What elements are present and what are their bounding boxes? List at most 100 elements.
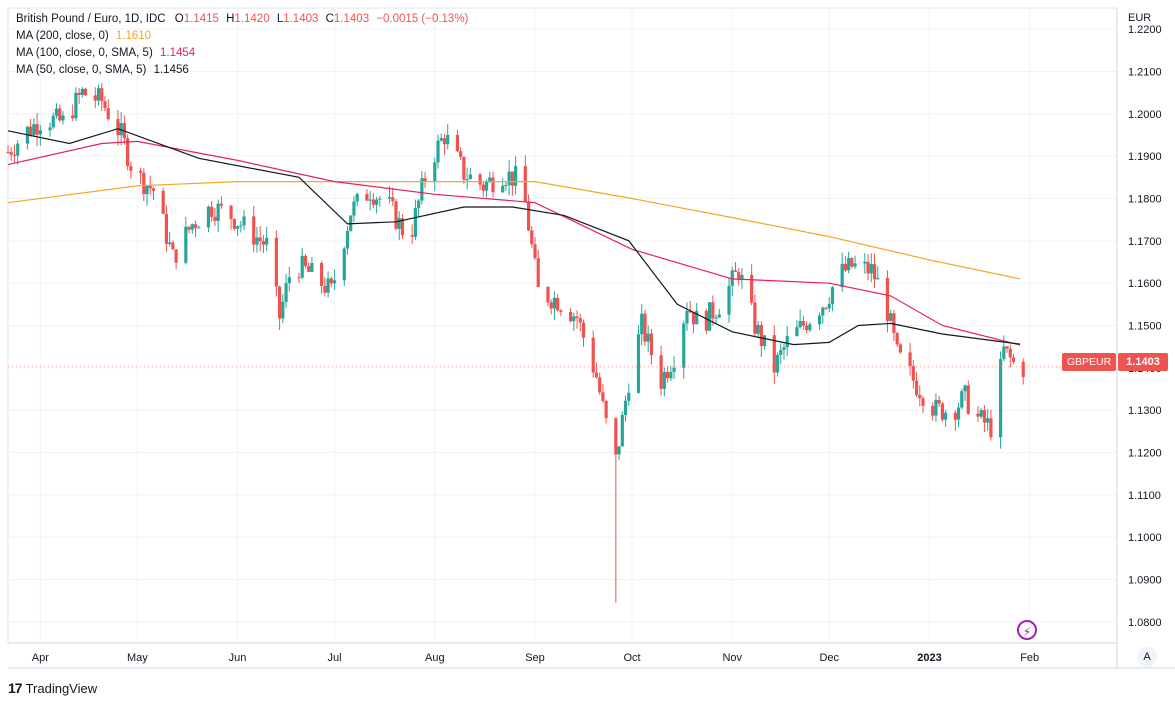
candle-body xyxy=(940,403,945,420)
candle-body xyxy=(462,156,466,180)
candle-body xyxy=(817,315,822,325)
candle-body xyxy=(151,188,156,191)
candle-body xyxy=(193,224,198,228)
candle-body xyxy=(662,371,666,389)
x-tick-label: Apr xyxy=(32,652,49,664)
y-tick-label: 1.1900 xyxy=(1128,151,1162,163)
x-tick-label: Sep xyxy=(525,652,545,664)
candle-body xyxy=(620,415,624,447)
y-tick-label: 1.1300 xyxy=(1128,405,1162,417)
candle-body xyxy=(669,371,673,379)
candle-body xyxy=(895,333,899,345)
candle-body xyxy=(35,124,39,135)
y-tick-label: 1.1000 xyxy=(1128,532,1162,544)
candle-body xyxy=(93,95,97,101)
candle-body xyxy=(16,143,20,156)
candle-body xyxy=(672,367,676,372)
x-tick-label: May xyxy=(127,652,148,664)
x-tick-label: Oct xyxy=(623,652,640,664)
candle-body xyxy=(695,310,699,325)
legend-ma100-row[interactable]: MA (100, close, 0, SMA, 5) 1.1454 xyxy=(16,45,468,62)
candle-body xyxy=(717,314,721,318)
candle-body xyxy=(514,166,518,186)
candle-body xyxy=(682,323,686,368)
candle-body xyxy=(623,400,628,416)
candle-body xyxy=(442,138,447,145)
candle-body xyxy=(714,317,718,319)
candle-body xyxy=(51,115,55,128)
tradingview-logo[interactable]: 17 TradingView xyxy=(8,680,97,696)
candle-body xyxy=(355,193,359,202)
candle-body xyxy=(342,248,346,281)
ohlc-high-key: H xyxy=(226,13,235,25)
x-tick-label: Jun xyxy=(229,652,247,664)
candle-body xyxy=(126,138,130,167)
y-tick-label: 1.1600 xyxy=(1128,278,1162,290)
candle-body xyxy=(345,230,350,249)
candle-body xyxy=(850,257,854,267)
legend-ma200-row[interactable]: MA (200, close, 0) 1.1610 xyxy=(16,28,468,45)
candle-body xyxy=(594,372,599,378)
symbol-title[interactable]: British Pound / Euro, 1D, IDC xyxy=(16,13,166,25)
candle-body xyxy=(54,108,59,116)
candle-body xyxy=(423,178,427,182)
candle-body xyxy=(255,237,259,245)
ohlc-low-key: L xyxy=(276,13,284,25)
candle-body xyxy=(552,297,557,309)
candle-body xyxy=(29,126,33,135)
candle-body xyxy=(885,277,890,321)
x-tick-label: Dec xyxy=(819,652,839,664)
candle-body xyxy=(394,201,398,229)
ma50-line xyxy=(7,128,1021,346)
candle-body xyxy=(614,418,618,455)
candle-body xyxy=(77,92,81,95)
candle-body xyxy=(617,446,621,455)
candle-body xyxy=(6,151,10,153)
currency-label[interactable]: EUR xyxy=(1128,12,1152,24)
candle-body xyxy=(889,313,893,321)
candle-body xyxy=(688,310,692,313)
candle-body xyxy=(400,218,405,236)
candle-body xyxy=(164,213,169,244)
candle-body xyxy=(274,237,278,287)
ma100-line xyxy=(7,140,1021,346)
candle-body xyxy=(365,193,369,201)
candle-body xyxy=(303,255,308,266)
candle-body xyxy=(190,224,194,230)
candle-body xyxy=(704,310,708,331)
ma200-label: MA (200, close, 0) xyxy=(16,30,109,42)
auto-scale-button[interactable]: A xyxy=(1137,647,1157,667)
candle-body xyxy=(129,166,133,171)
axes: 1.2200 1.2100 1.2000 1.1900 1.1800 1.1700 1.16… xyxy=(8,8,1175,669)
candle-body xyxy=(937,399,941,404)
candle-body xyxy=(578,318,582,323)
candle-body xyxy=(320,263,324,286)
candle-body xyxy=(568,311,573,322)
x-tick-label: Nov xyxy=(722,652,742,664)
candle-body xyxy=(581,322,586,338)
x-tick-label: Feb xyxy=(1020,652,1039,664)
candle-body xyxy=(368,199,372,201)
candle-body xyxy=(708,302,712,331)
candle-body xyxy=(459,151,463,157)
tradingview-logo-icon: 17 xyxy=(8,680,23,696)
candle-body xyxy=(847,257,851,271)
ma100-value: 1.1454 xyxy=(159,47,196,59)
candle-body xyxy=(74,92,78,119)
candle-body xyxy=(210,206,214,217)
candle-body xyxy=(604,400,608,419)
candle-body xyxy=(956,407,961,420)
candle-body xyxy=(326,278,330,293)
candle-body xyxy=(391,197,395,202)
candle-body xyxy=(197,227,201,229)
candle-body xyxy=(465,179,469,181)
legend-ma50-row[interactable]: MA (50, close, 0, SMA, 5) 1.1456 xyxy=(16,62,468,79)
candle-body xyxy=(601,392,605,401)
candle-body xyxy=(468,174,472,180)
lightning-icon[interactable]: ⚡ xyxy=(1017,620,1037,640)
candle-body xyxy=(161,190,165,214)
candle-body xyxy=(12,154,17,156)
candle-body xyxy=(252,216,256,245)
